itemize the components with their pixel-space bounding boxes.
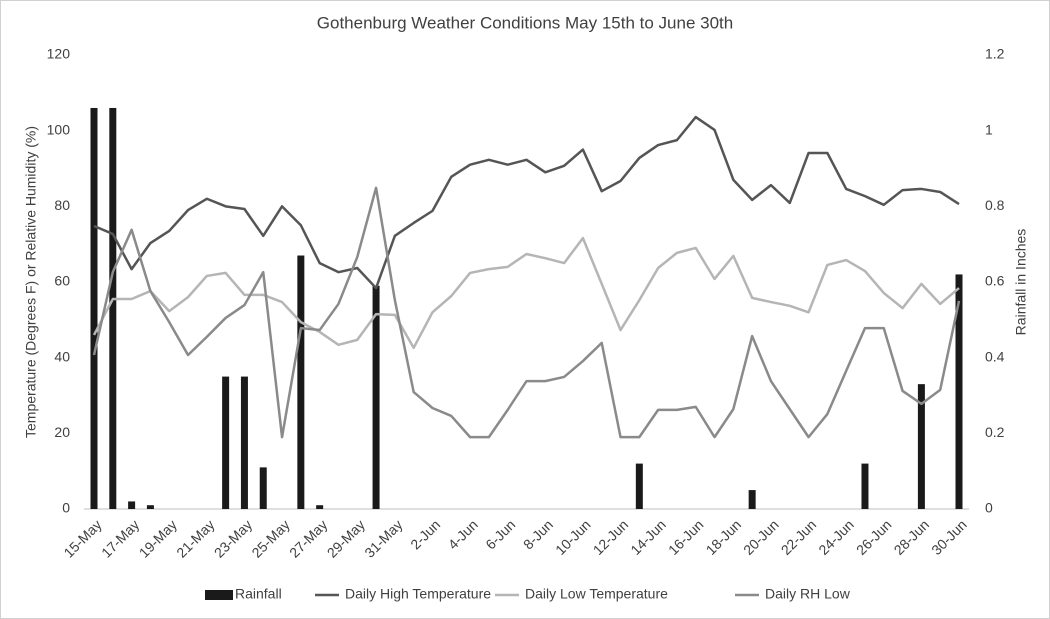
y-tick-label: 120: [47, 46, 71, 62]
legend-label: Daily RH Low: [765, 586, 851, 602]
line: [92, 186, 961, 439]
y2-tick-label: 0.6: [985, 273, 1005, 289]
bar: [128, 501, 136, 509]
legend-label: Daily High Temperature: [345, 586, 491, 602]
bar: [222, 376, 230, 509]
bar: [372, 285, 380, 509]
y2-tick-label: 0: [985, 500, 993, 516]
chart-title: Gothenburg Weather Conditions May 15th t…: [317, 13, 733, 32]
y-tick-label: 0: [62, 500, 70, 516]
bar: [748, 490, 756, 509]
y-tick-label: 20: [54, 424, 70, 440]
line: [93, 115, 960, 290]
y2-tick-label: 0.8: [985, 197, 1005, 213]
y-tick-label: 100: [47, 121, 71, 137]
y2-axis-label: Rainfall in Inches: [1013, 229, 1029, 336]
y2-tick-label: 0.2: [985, 424, 1005, 440]
legend-label: Rainfall: [235, 586, 282, 602]
bar: [635, 463, 643, 509]
bar: [297, 255, 305, 509]
y2-tick-label: 1.2: [985, 46, 1005, 62]
bar: [109, 107, 117, 509]
y-axis-label: Temperature (Degrees F) or Relative Humi…: [23, 126, 39, 438]
legend-swatch: [205, 590, 233, 600]
bar: [917, 384, 925, 509]
bar: [240, 376, 248, 509]
bar: [146, 505, 154, 509]
y2-tick-label: 0.4: [985, 348, 1005, 364]
y-tick-label: 60: [54, 273, 70, 289]
line: [92, 236, 960, 350]
bar: [861, 463, 869, 509]
legend-label: Daily Low Temperature: [525, 586, 668, 602]
y2-tick-label: 1: [985, 121, 993, 137]
y-tick-label: 40: [54, 348, 70, 364]
y-tick-label: 80: [54, 197, 70, 213]
bar: [90, 107, 98, 509]
bar: [259, 467, 267, 509]
bar: [955, 274, 963, 509]
bar: [316, 505, 324, 509]
